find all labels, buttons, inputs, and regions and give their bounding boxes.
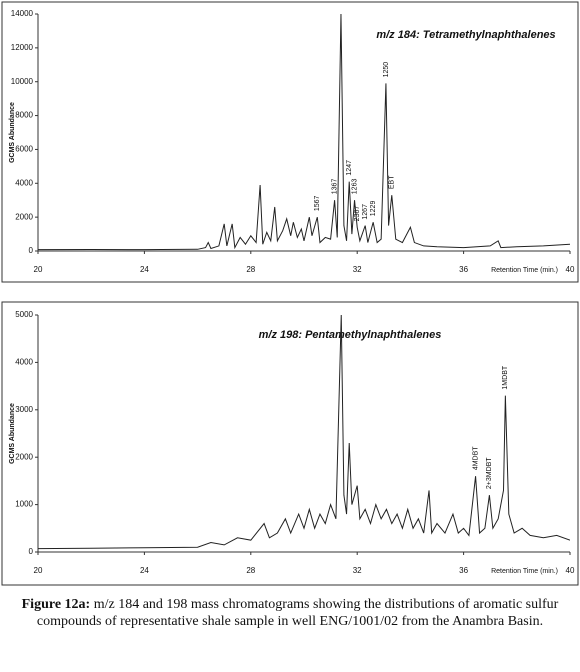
y-axis-label: GCMS Abundance bbox=[9, 102, 16, 163]
caption-label: Figure 12a: bbox=[21, 597, 91, 612]
y-tick-label: 4000 bbox=[15, 178, 33, 187]
peak-label: 1250 bbox=[383, 62, 390, 78]
caption: Figure 12a: m/z 184 and 198 mass chromat… bbox=[20, 596, 560, 630]
peak-label: 1267 bbox=[362, 204, 369, 220]
caption-text: m/z 184 and 198 mass chromatograms showi… bbox=[36, 597, 559, 629]
y-tick-label: 12000 bbox=[11, 43, 34, 52]
y-tick-label: 8000 bbox=[15, 111, 33, 120]
x-tick-label: 32 bbox=[353, 566, 362, 575]
peak-label: 1MDBT bbox=[502, 365, 509, 389]
y-tick-label: 3000 bbox=[15, 405, 33, 414]
y-tick-label: 1000 bbox=[15, 500, 33, 509]
x-tick-label: 28 bbox=[246, 265, 255, 274]
peak-label: 2+3MDBT bbox=[486, 457, 493, 489]
y-tick-label: 0 bbox=[29, 246, 34, 255]
chromatogram-line bbox=[38, 13, 570, 251]
x-tick-label: 20 bbox=[34, 566, 43, 575]
x-axis-label: Retention Time (min.) bbox=[491, 568, 558, 575]
x-tick-label: 24 bbox=[140, 265, 149, 274]
x-tick-label: 32 bbox=[353, 265, 362, 274]
y-tick-label: 0 bbox=[29, 547, 34, 556]
y-tick-label: 6000 bbox=[15, 145, 33, 154]
peak-label: 1263 bbox=[351, 179, 358, 195]
x-tick-label: 36 bbox=[459, 265, 468, 274]
chromatogram-line bbox=[38, 314, 570, 550]
chart-title: m/z 184: Tetramethylnaphthalenes bbox=[376, 29, 555, 41]
peak-label: 1567 bbox=[314, 195, 321, 211]
peak-label: 4MDBT bbox=[472, 446, 479, 470]
x-tick-label: 40 bbox=[566, 265, 575, 274]
y-tick-label: 10000 bbox=[11, 77, 34, 86]
peak-label: 1367 bbox=[331, 179, 338, 195]
y-tick-label: 2000 bbox=[15, 212, 33, 221]
y-tick-label: 2000 bbox=[15, 452, 33, 461]
y-tick-label: 4000 bbox=[15, 358, 33, 367]
panel-frame bbox=[1, 1, 579, 283]
x-axis-label: Retention Time (min.) bbox=[491, 267, 558, 274]
x-tick-label: 40 bbox=[566, 566, 575, 575]
peak-label: 1247 bbox=[346, 160, 353, 176]
x-tick-label: 24 bbox=[140, 566, 149, 575]
y-axis-label: GCMS Abundance bbox=[9, 403, 16, 464]
peak-label: 1229 bbox=[370, 201, 377, 217]
y-tick-label: 5000 bbox=[15, 310, 33, 319]
panel-frame bbox=[1, 301, 579, 586]
x-tick-label: 36 bbox=[459, 566, 468, 575]
y-tick-label: 14000 bbox=[11, 9, 34, 18]
x-tick-label: 28 bbox=[246, 566, 255, 575]
x-tick-label: 20 bbox=[34, 265, 43, 274]
chart-title: m/z 198: Pentamethylnaphthalenes bbox=[259, 329, 442, 341]
peak-label: 2367 bbox=[354, 206, 361, 222]
peak-label: EBT bbox=[389, 175, 396, 189]
